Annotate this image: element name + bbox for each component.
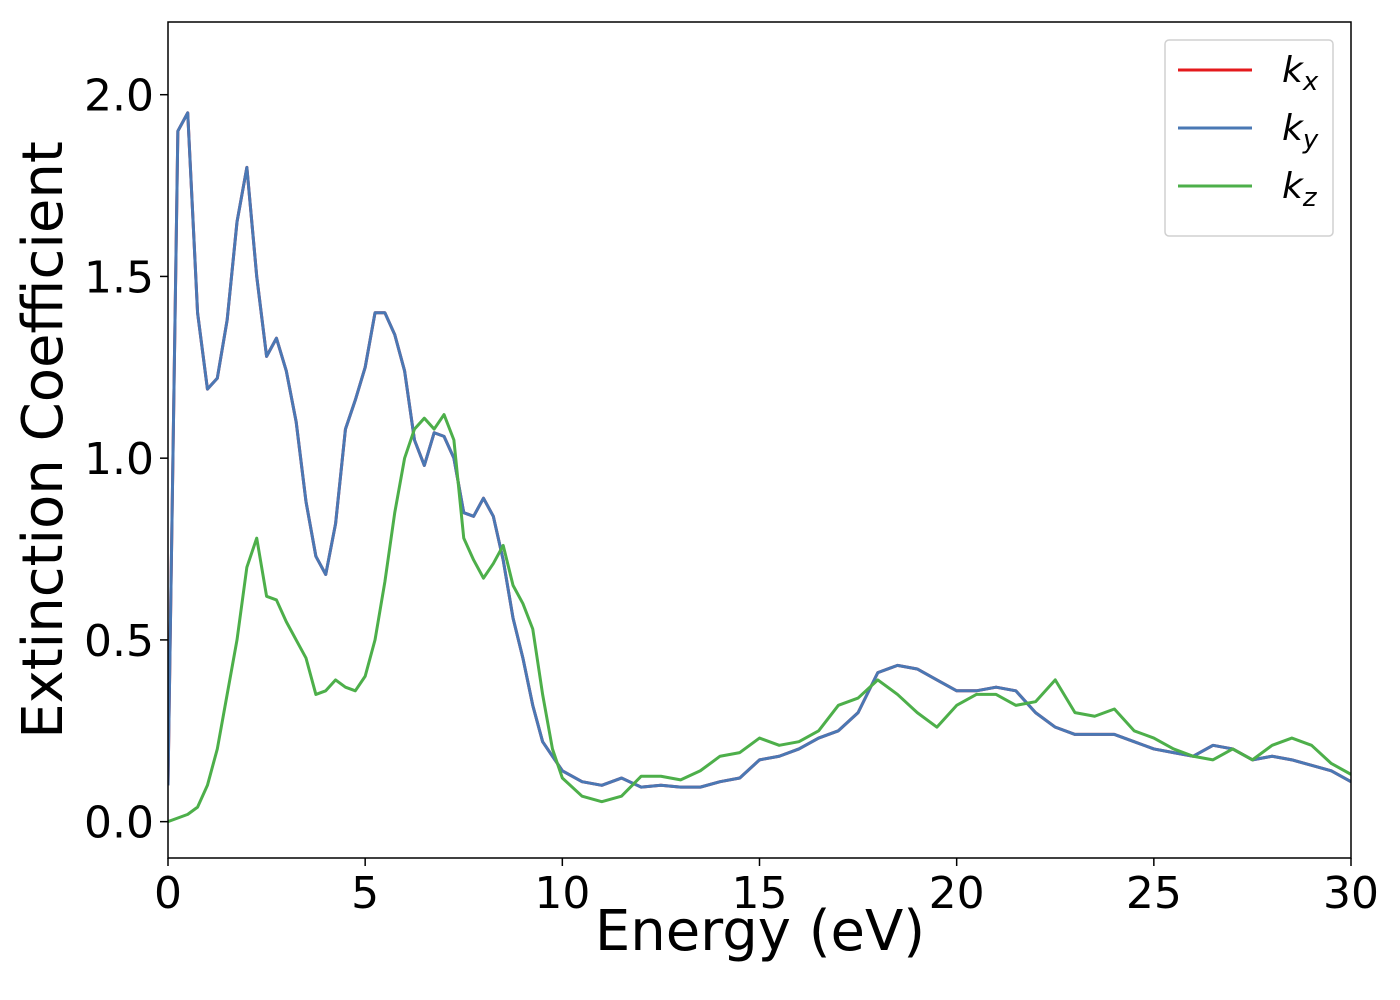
legend-label: ky	[1282, 108, 1319, 155]
x-tick-label: 0	[154, 868, 182, 919]
y-tick-label: 1.0	[84, 434, 154, 485]
series-line	[168, 413, 1351, 824]
x-tick-label: 20	[929, 868, 985, 919]
x-tick-label: 30	[1323, 868, 1379, 919]
x-axis-label: Energy (eV)	[595, 899, 925, 964]
y-tick-label: 2.0	[84, 71, 154, 122]
x-tick-label: 25	[1126, 868, 1182, 919]
series-line	[168, 111, 1351, 789]
x-tick-label: 15	[732, 868, 788, 919]
plot-frame	[167, 21, 1352, 859]
y-tick-label: 0.5	[84, 616, 154, 667]
y-axis-label: Extinction Coefficient	[11, 141, 76, 739]
y-tick-label: 0.0	[84, 798, 154, 849]
x-tick-label: 10	[534, 868, 590, 919]
y-tick-label: 1.5	[84, 252, 154, 303]
legend-label: kz	[1282, 166, 1318, 213]
legend-label: kx	[1282, 50, 1319, 97]
x-tick-label: 5	[351, 868, 379, 919]
